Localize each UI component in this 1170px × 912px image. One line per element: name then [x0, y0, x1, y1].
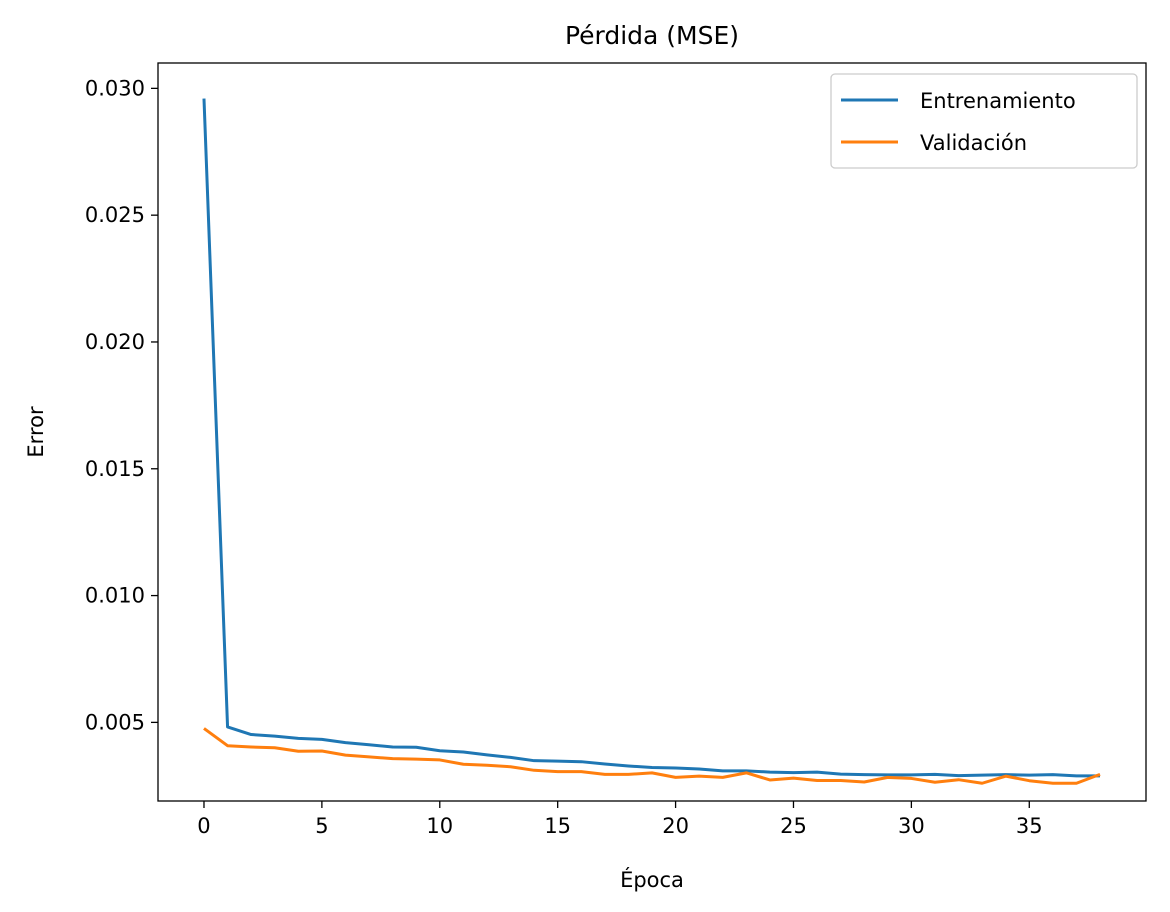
y-tick-label: 0.015 — [85, 457, 145, 481]
legend-box — [830, 73, 1138, 169]
legend-label-entrenamiento: Entrenamiento — [920, 89, 1076, 113]
x-tick-label: 0 — [197, 814, 210, 838]
chart-title: Pérdida (MSE) — [565, 21, 739, 50]
series-line-1 — [203, 727, 1101, 785]
plot-frame — [157, 62, 1147, 802]
x-tick-label: 10 — [426, 814, 453, 838]
x-tick-label: 35 — [1016, 814, 1043, 838]
y-tick-label: 0.020 — [85, 330, 145, 354]
y-tick-label: 0.025 — [85, 203, 145, 227]
y-axis-label: Error — [24, 406, 48, 458]
x-axis-label: Época — [620, 867, 684, 892]
x-tick-label: 15 — [544, 814, 571, 838]
y-tick-label: 0.030 — [85, 76, 145, 100]
x-tick-label: 5 — [315, 814, 328, 838]
legend: Entrenamiento Validación — [830, 73, 1138, 169]
y-axis-ticks: 0.005 0.010 0.015 0.020 0.025 0.030 — [85, 76, 158, 734]
x-axis-ticks: 0 5 10 15 20 25 30 35 — [197, 801, 1043, 838]
y-tick-label: 0.010 — [85, 584, 145, 608]
x-tick-label: 25 — [780, 814, 807, 838]
x-tick-label: 20 — [662, 814, 689, 838]
series-line-0 — [202, 98, 1101, 778]
legend-label-validacion: Validación — [920, 131, 1027, 155]
x-tick-label: 30 — [898, 814, 925, 838]
y-tick-label: 0.005 — [85, 710, 145, 734]
plot-lines — [202, 98, 1101, 785]
